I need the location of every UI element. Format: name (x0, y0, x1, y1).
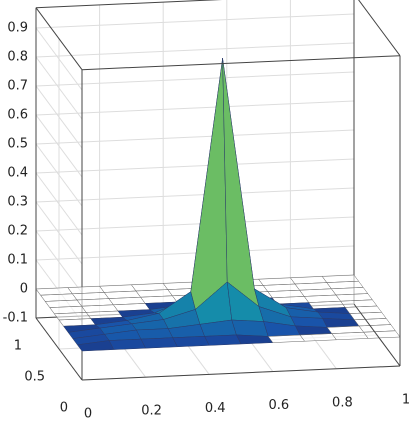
grid-line (35, 42, 355, 58)
z-tick-label: -0.1 (3, 311, 28, 326)
box-edge (81, 55, 401, 71)
box-edge (35, 0, 223, 9)
box-edge (81, 365, 401, 381)
x-tick-label: 0.4 (205, 401, 226, 416)
z-tick-label: 0.3 (7, 195, 28, 210)
grid-line (35, 216, 355, 232)
surface-patch (204, 334, 242, 346)
z-tick-label: 0 (20, 282, 28, 297)
x-tick-label: 0.6 (268, 398, 289, 413)
surface-patch (136, 328, 174, 340)
x-tick-label: 0 (84, 407, 92, 422)
grid-line (35, 13, 355, 29)
box-edge (358, 0, 401, 56)
surface-patch (190, 58, 228, 310)
z-tick-label: 0.6 (7, 108, 28, 123)
surface-patch (235, 334, 274, 345)
z-tick-label: 0.1 (7, 253, 28, 268)
z-tick-label: 0.7 (7, 79, 28, 94)
grid-line (35, 245, 355, 261)
surface-patch (267, 334, 306, 343)
surface-patch (108, 338, 146, 350)
box-edge (353, 303, 401, 367)
surface-patch (299, 333, 337, 342)
surface-patch (140, 337, 178, 349)
grid-line (35, 129, 355, 145)
surface-patch (363, 330, 401, 339)
surface-patch (222, 58, 260, 308)
surface-patch (331, 331, 369, 341)
surface-patch (231, 319, 269, 337)
x-tick-label: 1 (402, 393, 410, 408)
grid-line (35, 158, 355, 174)
z-tick-label: 0.9 (7, 21, 28, 36)
surface-patch (172, 336, 210, 348)
z-tick-label: 0.2 (7, 224, 28, 239)
z-tick-label: 0.5 (7, 137, 28, 152)
y-tick-label: 1 (14, 339, 22, 354)
box-edge (35, 317, 83, 381)
grid-line (35, 187, 355, 203)
z-tick-label: 0.4 (7, 166, 28, 181)
y-tick-label: 0 (60, 401, 68, 416)
grid-line (35, 71, 355, 87)
z-tick-label: 0.8 (7, 50, 28, 65)
box-edge (35, 7, 83, 70)
grid-line (35, 100, 355, 116)
y-tick-label: 0.5 (24, 370, 45, 385)
x-tick-label: 0.2 (141, 404, 162, 419)
x-tick-label: 0.8 (332, 395, 353, 410)
